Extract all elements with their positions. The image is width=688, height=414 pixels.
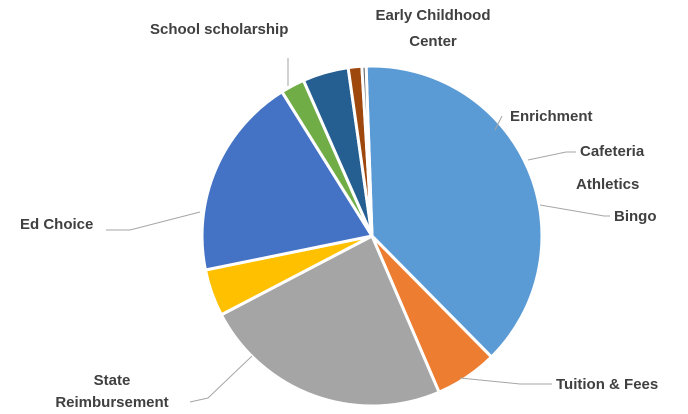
leader-state xyxy=(189,355,253,403)
label-state-line1: State xyxy=(94,372,131,389)
label-cafeteria: Cafeteria xyxy=(580,143,645,160)
pie-slices xyxy=(200,64,544,408)
leader-lines xyxy=(106,58,610,403)
slice-ed-choice xyxy=(219,234,441,408)
slice-bingo xyxy=(360,64,374,238)
label-bingo: Bingo xyxy=(614,208,657,225)
leader-cafeteria xyxy=(527,151,576,161)
leader-enrichment xyxy=(494,115,503,131)
leader-tuition xyxy=(459,377,552,385)
label-ecc-line2: Center xyxy=(409,33,457,50)
label-athletics: Athletics xyxy=(576,176,639,193)
slice-labels: Tuition & Fees State Reimbursement Ed Ch… xyxy=(20,7,658,411)
label-state-line2: Reimbursement xyxy=(55,394,168,411)
label-tuition: Tuition & Fees xyxy=(556,376,658,393)
label-ecc-line1: Early Childhood xyxy=(375,7,490,24)
label-edchoice: Ed Choice xyxy=(20,216,93,233)
leader-bingo xyxy=(539,204,610,217)
slice-tuition-fees xyxy=(364,64,544,359)
label-scholarship: School scholarship xyxy=(150,21,288,38)
label-enrichment: Enrichment xyxy=(510,108,593,125)
leader-edchoice xyxy=(106,211,201,231)
slice-early-childhood-center xyxy=(200,90,374,272)
